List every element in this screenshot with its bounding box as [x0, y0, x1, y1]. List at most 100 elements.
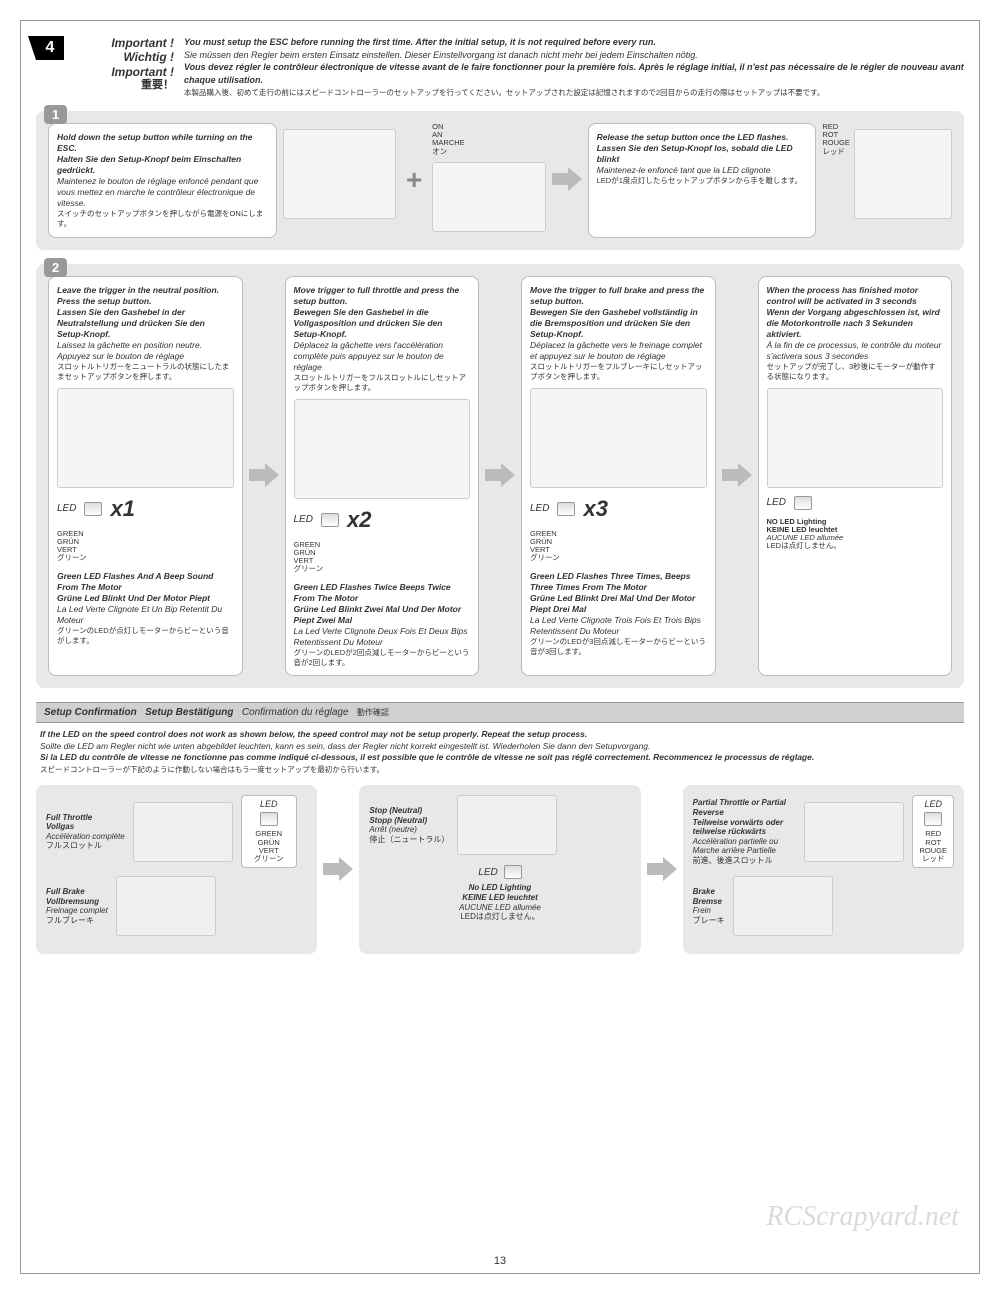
t: グリーン: [530, 554, 707, 562]
illus: [432, 162, 545, 232]
t: Laissez la gâchette en position neutre. …: [57, 340, 234, 362]
led-icon: [794, 496, 812, 510]
t: Lassen Sie den Setup-Knopf los, sobald d…: [597, 143, 808, 165]
t: Sollte die LED am Regler nicht wie unten…: [40, 741, 650, 751]
illus: [530, 388, 707, 488]
illus: [133, 802, 233, 862]
t: Grüne Led Blinkt Drei Mal Und Der Motor …: [530, 593, 707, 615]
t: Setup Bestätigung: [145, 707, 233, 718]
led-icon: [84, 502, 102, 516]
intro-fr: Vous devez régler le contrôleur électron…: [184, 62, 964, 85]
on-label: ON AN MARCHE オン: [432, 123, 545, 156]
t: グリーンのLEDが2回点減しモーターからビーという音が2回します。: [294, 648, 471, 668]
page-number: 13: [21, 1255, 979, 1267]
t: スイッチのセットアップボタンを押しながら電源をONにします。: [57, 209, 268, 229]
card-2-3: When the process has finished motor cont…: [758, 276, 953, 677]
t: LED: [248, 800, 290, 810]
t: LED: [919, 800, 947, 810]
intro-text: You must setup the ESC before running th…: [184, 36, 964, 99]
t: Grüne Led Blinkt Zwei Mal Und Der Motor …: [294, 604, 471, 626]
t: フルブレーキ: [46, 916, 108, 926]
t: グリーンのLEDが3回点減しモーターからビーという音が3回します。: [530, 637, 707, 657]
t: Déplacez la gâchette vers le freinage co…: [530, 340, 707, 362]
t: Green LED Flashes And A Beep Sound From …: [57, 571, 234, 593]
illus: [283, 129, 396, 219]
led-label: LED: [530, 503, 549, 514]
led-icon: [260, 812, 278, 826]
t: La Led Verte Clignote Et Un Bip Retentit…: [57, 604, 234, 626]
t: Halten Sie den Setup-Knopf beim Einschal…: [57, 154, 268, 176]
card-1a: Hold down the setup button while turning…: [48, 123, 277, 238]
confirm-title-bar: Setup Confirmation Setup Bestätigung Con…: [36, 702, 964, 723]
t: Déplacez la gâchette vers l'accélération…: [294, 340, 471, 373]
illus: [733, 876, 833, 936]
t: グリーン: [254, 854, 284, 863]
t: レッド: [822, 148, 850, 156]
intro-en: You must setup the ESC before running th…: [184, 37, 656, 47]
important-en: Important !: [74, 36, 174, 50]
step-badge: 4: [36, 36, 64, 60]
illus: [767, 388, 944, 488]
red-callout: RED ROT ROUGE レッド: [822, 123, 850, 156]
t: Release the setup button once the LED fl…: [597, 132, 808, 143]
led-icon: [504, 865, 522, 879]
t: グリーンのLEDが点灯しモーターからビーという音がします。: [57, 626, 234, 646]
t: ON: [432, 123, 545, 131]
led-label: LED: [767, 497, 786, 508]
important-jp: 重要！: [74, 79, 174, 92]
t: Green LED Flashes Three Times, Beeps Thr…: [530, 571, 707, 593]
panel-2: 2 Leave the trigger in the neutral posit…: [36, 264, 964, 689]
t: 動作確認: [357, 708, 389, 717]
t: Full Brake: [46, 887, 108, 897]
t: Grüne Led Blinkt Und Der Motor Piept: [57, 593, 234, 604]
t: Freinage complet: [46, 906, 108, 916]
esc-illus-1: [283, 123, 396, 238]
card-2-0: Leave the trigger in the neutral positio…: [48, 276, 243, 677]
t: Setup Confirmation: [44, 707, 137, 718]
t: Maintenez le bouton de réglage enfoncé p…: [57, 176, 268, 209]
t: When the process has finished motor cont…: [767, 285, 944, 307]
esc-illus-3: RED ROT ROUGE レッド: [822, 123, 952, 238]
illus: [57, 388, 234, 488]
t: スロットルトリガーをフルスロットルにしセットアップボタンを押します。: [294, 373, 471, 393]
sub-badge-1: 1: [44, 105, 67, 124]
intro-jp: 本製品購入後、初めて走行の前にはスピードコントローラーのセットアップを行ってくだ…: [184, 88, 824, 97]
t: Full Throttle: [46, 813, 125, 823]
illus: [294, 399, 471, 499]
t: スロットルトリガーをニュートラルの状態にしたままセットアップボタンを押します。: [57, 362, 234, 382]
led-label: LED: [57, 503, 76, 514]
illus: [804, 802, 904, 862]
confirm-card-1: Stop (Neutral) Stopp (Neutral) Arrêt (ne…: [359, 785, 640, 954]
led-block-green: LED GREEN GRÜN VERT グリーン: [241, 795, 297, 868]
t: 前進、後進スロットル: [693, 856, 797, 866]
t: LEDは点灯しません。: [369, 912, 630, 922]
arrow-icon: [323, 857, 353, 883]
important-de: Wichtig !: [74, 50, 174, 64]
led-label: LED: [478, 867, 497, 878]
t: Frein: [693, 906, 725, 916]
illus: [116, 876, 216, 936]
t: À la fin de ce processus, le contrôle du…: [767, 340, 944, 362]
t: Brake: [693, 887, 725, 897]
t: セットアップが完了し、3秒後にモーターが動作する状態になります。: [767, 362, 944, 382]
t: Bewegen Sie den Gashebel vollständig in …: [530, 307, 707, 340]
illus: [457, 795, 557, 855]
led-icon: [924, 812, 942, 826]
panel-1: 1 Hold down the setup button while turni…: [36, 111, 964, 250]
sub-badge-2: 2: [44, 258, 67, 277]
arrow-icon: [647, 857, 677, 883]
plus-icon: +: [402, 164, 426, 196]
t: Stopp (Neutral): [369, 816, 449, 826]
t: La Led Verte Clignote Trois Fois Et Troi…: [530, 615, 707, 637]
t: Green LED Flashes Twice Beeps Twice From…: [294, 582, 471, 604]
t: Bremse: [693, 897, 725, 907]
t: Partial Throttle or Partial Reverse: [693, 798, 797, 817]
important-fr: Important !: [74, 65, 174, 79]
card-2-1: Move trigger to full throttle and press …: [285, 276, 480, 677]
t: GREEN: [530, 530, 707, 538]
t: Maintenez-le enfoncé tant que la LED cli…: [597, 165, 808, 176]
t: LEDが1度点灯したらセットアップボタンから手を離します。: [597, 176, 808, 186]
t: Vollgas: [46, 822, 125, 832]
led-count: x3: [583, 496, 607, 522]
card-1b: Release the setup button once the LED fl…: [588, 123, 817, 238]
